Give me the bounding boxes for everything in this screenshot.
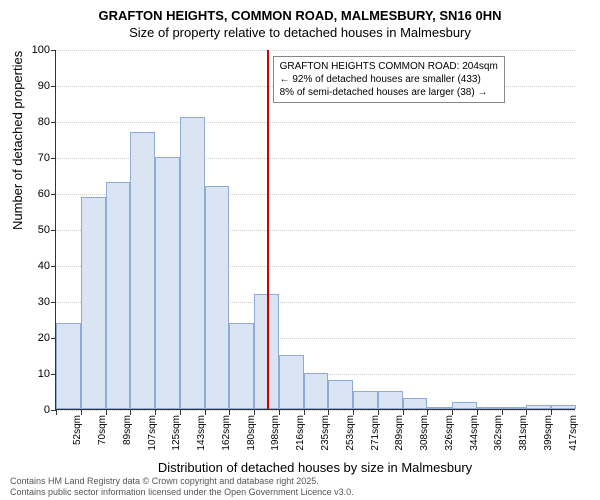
y-tick-mark (51, 230, 56, 231)
y-tick-label: 10 (38, 368, 50, 380)
histogram-bar (427, 407, 452, 409)
x-tick-mark (130, 410, 131, 415)
x-tick-mark (229, 410, 230, 415)
x-tick-label: 107sqm (147, 415, 158, 451)
histogram-bar (130, 132, 155, 409)
plot-area: 010203040506070809010052sqm70sqm89sqm107… (55, 50, 575, 410)
histogram-bar (155, 157, 180, 409)
x-tick-mark (81, 410, 82, 415)
histogram-bar (56, 323, 81, 409)
reference-line (267, 50, 269, 409)
histogram-bar (205, 186, 230, 409)
footer-line-1: Contains HM Land Registry data © Crown c… (10, 476, 354, 487)
x-tick-mark (403, 410, 404, 415)
histogram-bar (353, 391, 378, 409)
y-tick-label: 100 (32, 44, 50, 56)
y-tick-label: 90 (38, 80, 50, 92)
x-tick-label: 143sqm (196, 415, 207, 451)
x-tick-label: 235sqm (320, 415, 331, 451)
grid-line (56, 122, 575, 123)
histogram-bar (477, 407, 502, 409)
x-tick-mark (502, 410, 503, 415)
x-tick-label: 162sqm (221, 415, 232, 451)
x-tick-mark (304, 410, 305, 415)
x-tick-label: 308sqm (419, 415, 430, 451)
histogram-bar (229, 323, 254, 409)
x-tick-label: 216sqm (295, 415, 306, 451)
y-tick-label: 20 (38, 332, 50, 344)
chart-title-sub: Size of property relative to detached ho… (0, 23, 600, 40)
x-tick-label: 289sqm (394, 415, 405, 451)
x-tick-mark (427, 410, 428, 415)
histogram-bar (403, 398, 428, 409)
x-tick-label: 125sqm (171, 415, 182, 451)
chart-container: GRAFTON HEIGHTS, COMMON ROAD, MALMESBURY… (0, 0, 600, 500)
x-tick-mark (477, 410, 478, 415)
footer-attribution: Contains HM Land Registry data © Crown c… (10, 476, 354, 498)
x-tick-label: 89sqm (122, 415, 133, 445)
grid-line (56, 410, 575, 411)
x-tick-mark (328, 410, 329, 415)
histogram-bar (502, 407, 527, 409)
histogram-bar (452, 402, 477, 409)
y-tick-label: 0 (44, 404, 50, 416)
x-tick-mark (452, 410, 453, 415)
x-tick-mark (254, 410, 255, 415)
x-tick-mark (279, 410, 280, 415)
x-tick-label: 417sqm (568, 415, 579, 451)
y-tick-mark (51, 86, 56, 87)
x-tick-label: 344sqm (469, 415, 480, 451)
x-axis-label: Distribution of detached houses by size … (55, 460, 575, 475)
y-tick-mark (51, 266, 56, 267)
x-tick-label: 381sqm (518, 415, 529, 451)
histogram-bar (279, 355, 304, 409)
x-tick-mark (378, 410, 379, 415)
y-tick-label: 70 (38, 152, 50, 164)
x-tick-mark (56, 410, 57, 415)
x-tick-mark (205, 410, 206, 415)
x-tick-mark (106, 410, 107, 415)
x-tick-label: 70sqm (97, 415, 108, 445)
y-tick-label: 50 (38, 224, 50, 236)
y-tick-mark (51, 302, 56, 303)
x-tick-label: 271sqm (370, 415, 381, 451)
y-tick-label: 40 (38, 260, 50, 272)
x-tick-mark (155, 410, 156, 415)
x-tick-label: 198sqm (270, 415, 281, 451)
y-tick-mark (51, 158, 56, 159)
y-axis-label: Number of detached properties (10, 51, 25, 230)
histogram-bar (526, 405, 551, 409)
y-tick-label: 60 (38, 188, 50, 200)
histogram-bar (81, 197, 106, 409)
histogram-bar (180, 117, 205, 409)
x-tick-mark (551, 410, 552, 415)
y-tick-mark (51, 50, 56, 51)
chart-title-main: GRAFTON HEIGHTS, COMMON ROAD, MALMESBURY… (0, 0, 600, 23)
x-tick-mark (353, 410, 354, 415)
x-tick-label: 52sqm (72, 415, 83, 445)
x-tick-label: 253sqm (345, 415, 356, 451)
histogram-bar (304, 373, 329, 409)
x-tick-label: 180sqm (246, 415, 257, 451)
annotation-box: GRAFTON HEIGHTS COMMON ROAD: 204sqm← 92%… (273, 56, 505, 103)
y-tick-mark (51, 194, 56, 195)
histogram-bar (551, 405, 576, 409)
grid-line (56, 50, 575, 51)
y-tick-label: 80 (38, 116, 50, 128)
footer-line-2: Contains public sector information licen… (10, 487, 354, 498)
y-tick-label: 30 (38, 296, 50, 308)
histogram-bar (378, 391, 403, 409)
x-tick-mark (180, 410, 181, 415)
x-tick-label: 399sqm (543, 415, 554, 451)
x-tick-label: 362sqm (493, 415, 504, 451)
histogram-bar (328, 380, 353, 409)
histogram-bar (106, 182, 131, 409)
y-tick-mark (51, 122, 56, 123)
x-tick-mark (526, 410, 527, 415)
x-tick-label: 326sqm (444, 415, 455, 451)
